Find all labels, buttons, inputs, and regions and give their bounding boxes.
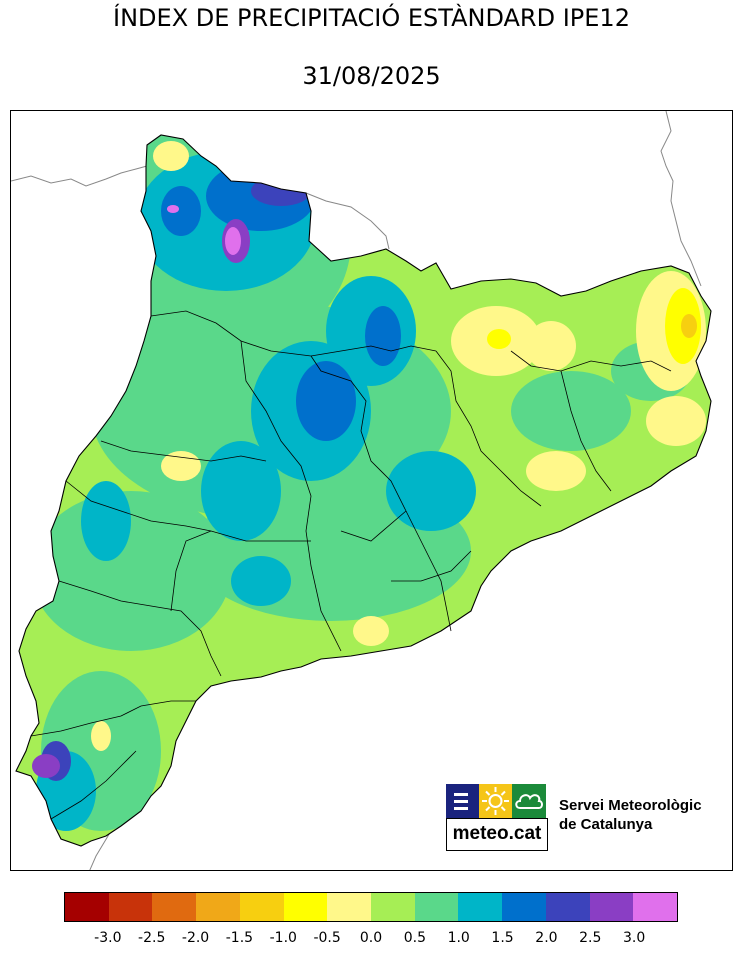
colorbar-cell-0	[65, 893, 109, 921]
bars-icon	[454, 793, 468, 810]
precipitation-map	[11, 111, 712, 870]
meteocat-logo: meteo.cat	[446, 784, 548, 851]
colorbar-tick-label: -2.5	[138, 930, 166, 946]
colorbar-cell-13	[633, 893, 678, 921]
logo-sun-square	[479, 784, 512, 818]
colorbar-tick-label: 2.5	[579, 930, 602, 946]
logo-cloud-square	[512, 784, 546, 818]
colorbar-tick-label: 2.0	[535, 930, 558, 946]
organization-name: Servei Meteorològic de Catalunya	[559, 796, 702, 834]
colorbar-ticks: -3.0 -2.5 -2.0 -1.5 -1.0 -0.5 0.0 0.5 1.0 1.5 2.0 2…	[0, 930, 743, 950]
map-title: ÍNDEX DE PRECIPITACIÓ ESTÀNDARD IPE12	[113, 4, 630, 32]
colorbar-cell-7	[371, 893, 415, 921]
cloud-icon	[515, 794, 543, 809]
colorbar-tick-label: -1.0	[269, 930, 297, 946]
logo-menu-square	[446, 784, 479, 818]
colorbar-tick-label: -3.0	[94, 930, 122, 946]
precipitation-field	[16, 135, 711, 846]
comarca-boundaries	[30, 310, 672, 820]
colorbar-tick-label: 1.0	[447, 930, 470, 946]
colorbar	[64, 892, 678, 922]
colorbar-cell-9	[458, 893, 503, 921]
colorbar-cell-11	[545, 893, 590, 921]
colorbar-cell-10	[502, 893, 546, 921]
colorbar-cell-4	[239, 893, 284, 921]
sun-icon	[482, 787, 509, 815]
colorbar-cell-3	[196, 893, 240, 921]
map-date: 31/08/2025	[302, 62, 441, 90]
colorbar-cell-5	[283, 893, 328, 921]
colorbar-tick-label: 0.5	[403, 930, 426, 946]
colorbar-cell-6	[327, 893, 372, 921]
colorbar-tick-label: -2.0	[181, 930, 210, 946]
colorbar-tick-label: 0.0	[359, 930, 383, 946]
colorbar-tick-label: -0.5	[313, 930, 341, 946]
colorbar-tick-label: -1.5	[225, 930, 254, 946]
colorbar-cell-8	[414, 893, 459, 921]
organization-name-line1: Servei Meteorològic	[559, 797, 702, 814]
organization-name-line2: de Catalunya	[559, 816, 653, 833]
colorbar-cell-1	[108, 893, 153, 921]
colorbar-tick-label: 1.5	[491, 930, 514, 946]
logo-text: meteo.cat	[446, 818, 548, 851]
colorbar-cell-12	[589, 893, 634, 921]
map-panel[interactable]	[10, 110, 733, 871]
colorbar-cell-2	[152, 893, 197, 921]
colorbar-tick-label: 3.0	[623, 930, 646, 946]
